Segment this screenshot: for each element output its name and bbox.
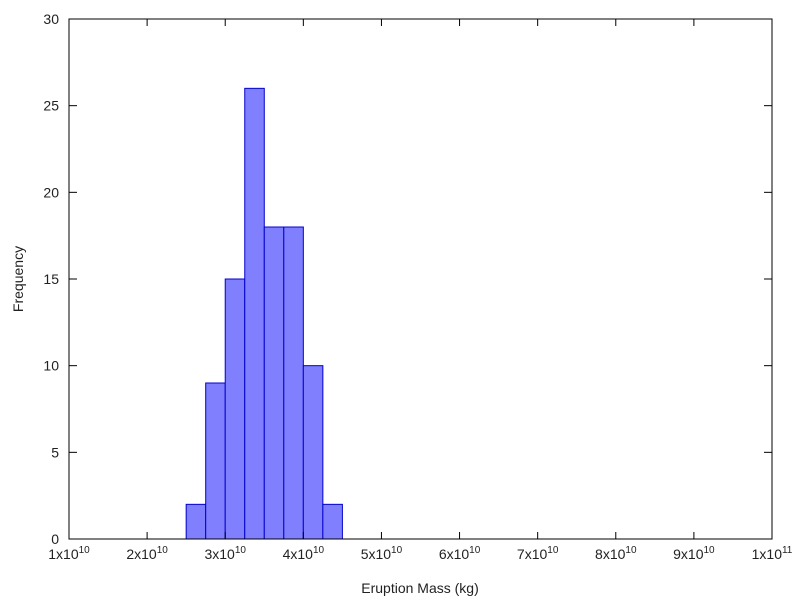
histogram-bars <box>185 87 343 540</box>
x-tick-label: 9x1010 <box>673 545 715 562</box>
x-tick-label: 1x1010 <box>48 545 90 562</box>
x-axis: 1x1010 2x1010 3x1010 4x1010 5x1010 6x1010 7x10… <box>48 19 793 562</box>
x-tick-label: 4x1010 <box>283 545 325 562</box>
histogram-bar <box>263 226 285 540</box>
y-tick-label: 30 <box>43 11 59 27</box>
y-tick-label: 10 <box>43 358 59 374</box>
x-tick-label: 8x1010 <box>595 545 637 562</box>
histogram-bar <box>185 503 207 540</box>
x-tick-label: 1x1011 <box>752 545 793 562</box>
histogram-bar <box>322 503 343 540</box>
plot-frame <box>68 18 773 540</box>
histogram-bar <box>224 278 246 540</box>
y-axis: 0 5 10 15 20 25 30 <box>43 11 772 547</box>
y-tick-label: 25 <box>43 98 59 114</box>
histogram-bar <box>205 382 226 540</box>
x-tick-label: 5x1010 <box>361 545 403 562</box>
histogram-bar <box>244 87 265 540</box>
y-tick-label: 5 <box>51 444 59 460</box>
y-tick-label: 15 <box>43 271 59 287</box>
y-tick-label: 0 <box>51 531 59 547</box>
y-axis-label: Frequency <box>10 246 26 312</box>
x-tick-label: 7x1010 <box>517 545 559 562</box>
x-tick-label: 2x1010 <box>126 545 168 562</box>
histogram-bar <box>302 365 324 540</box>
x-tick-label: 3x1010 <box>204 545 246 562</box>
x-tick-label: 6x1010 <box>439 545 481 562</box>
x-axis-label: Eruption Mass (kg) <box>361 580 478 596</box>
histogram-bar <box>283 226 304 540</box>
y-tick-label: 20 <box>43 184 59 200</box>
